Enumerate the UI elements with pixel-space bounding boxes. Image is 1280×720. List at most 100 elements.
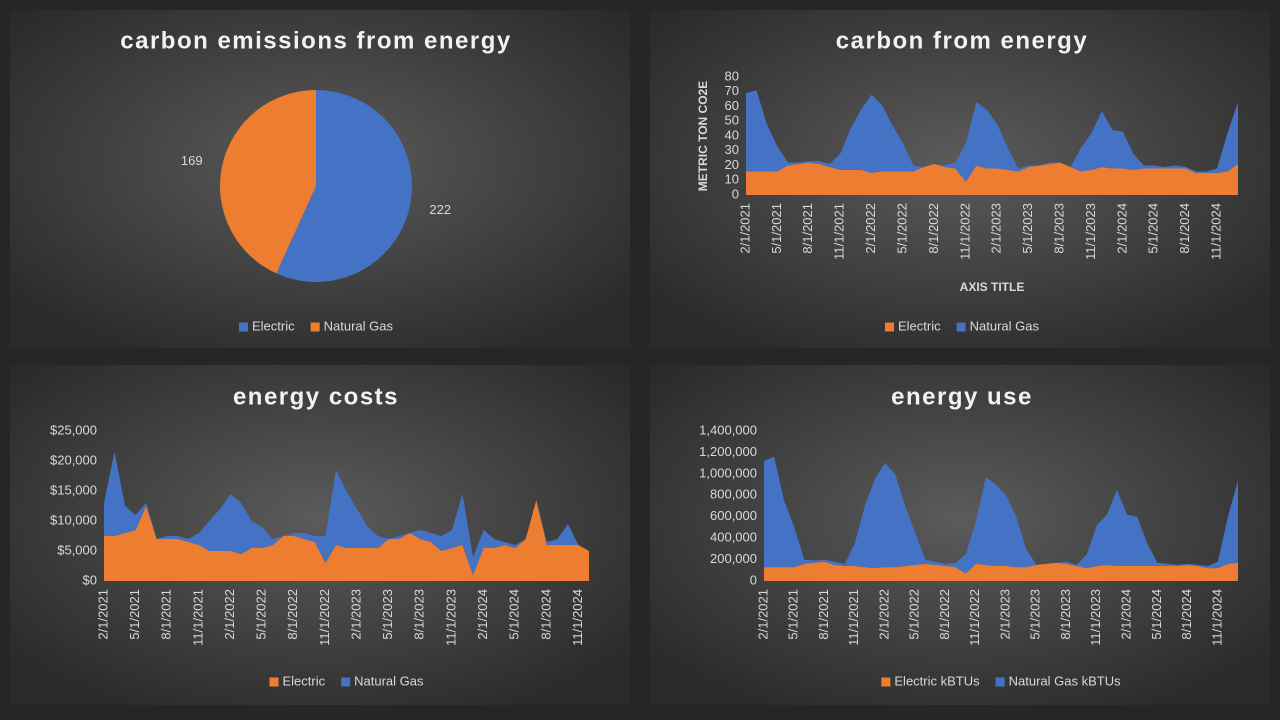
- y-tick-label: $15,000: [50, 482, 97, 497]
- y-tick-label: 50: [725, 113, 739, 128]
- x-tick-label: 8/1/2024: [1179, 589, 1194, 640]
- chart-title: energy use: [891, 383, 1033, 410]
- x-tick-label: 5/1/2023: [1020, 203, 1035, 254]
- x-tick-label: 8/1/2023: [1051, 203, 1066, 254]
- area: [104, 500, 589, 581]
- y-tick-label: $0: [83, 572, 97, 587]
- x-tick-label: 11/1/2021: [846, 589, 861, 646]
- x-tick-label: 11/1/2022: [317, 589, 332, 646]
- y-tick-label: 800,000: [710, 487, 757, 502]
- x-tick-label: 5/1/2024: [507, 589, 522, 640]
- x-tick-label: 5/1/2023: [380, 589, 395, 640]
- x-tick-label: 8/1/2023: [412, 589, 427, 640]
- x-tick-label: 2/1/2022: [863, 203, 878, 254]
- legend-label: Electric: [898, 318, 941, 333]
- x-tick-label: 11/1/2024: [1209, 203, 1224, 260]
- y-tick-label: 20: [725, 157, 739, 172]
- area: [764, 561, 1238, 581]
- x-tick-label: 8/1/2023: [1058, 589, 1073, 640]
- legend-label: Natural Gas kBTUs: [1009, 673, 1121, 688]
- data-label: 222: [429, 202, 451, 217]
- legend-swatch: [341, 677, 351, 687]
- y-tick-label: 400,000: [710, 530, 757, 545]
- x-tick-label: 11/1/2022: [967, 589, 982, 646]
- legend-label: Natural Gas: [354, 673, 424, 688]
- y-tick-label: 70: [725, 83, 739, 98]
- panel: [650, 365, 1270, 705]
- x-tick-label: 11/1/2024: [570, 589, 585, 646]
- y-tick-label: 10: [725, 172, 739, 187]
- x-tick-label: 11/1/2023: [1088, 589, 1103, 646]
- x-tick-label: 8/1/2021: [159, 589, 174, 640]
- legend-swatch: [269, 677, 279, 687]
- x-tick-label: 2/1/2021: [755, 589, 770, 640]
- x-tick-label: 5/1/2021: [786, 589, 801, 640]
- legend-swatch: [885, 322, 894, 332]
- x-tick-label: 5/1/2021: [769, 203, 784, 254]
- y-tick-label: 30: [725, 142, 739, 157]
- y-tick-label: $10,000: [50, 512, 97, 527]
- y-axis-title: METRIC TON CO2E: [696, 81, 710, 191]
- x-tick-label: 8/1/2021: [816, 589, 831, 640]
- x-tick-label: 2/1/2024: [1119, 589, 1134, 640]
- x-tick-label: 11/1/2024: [1209, 589, 1224, 646]
- y-tick-label: 200,000: [710, 551, 757, 566]
- area: [746, 90, 1238, 182]
- legend-swatch: [310, 322, 320, 332]
- legend-swatch: [881, 677, 891, 687]
- y-tick-label: $25,000: [50, 422, 97, 437]
- chart-title: carbon emissions from energy: [120, 27, 511, 54]
- y-tick-label: 40: [725, 127, 739, 142]
- chart-title: energy costs: [233, 383, 399, 410]
- chart-title: carbon from energy: [836, 27, 1088, 54]
- x-tick-label: 5/1/2024: [1146, 203, 1161, 254]
- x-tick-label: 2/1/2023: [348, 589, 363, 640]
- pie-slice: [220, 90, 316, 274]
- y-tick-label: 60: [725, 98, 739, 113]
- x-tick-label: 5/1/2022: [894, 203, 909, 254]
- x-tick-label: 8/1/2024: [538, 589, 553, 640]
- x-tick-label: 2/1/2021: [95, 589, 110, 640]
- x-axis-title: AXIS TITLE: [960, 280, 1025, 294]
- y-tick-label: 1,200,000: [699, 444, 757, 459]
- x-tick-label: 5/1/2023: [1028, 589, 1043, 640]
- x-tick-label: 2/1/2022: [222, 589, 237, 640]
- x-tick-label: 8/1/2024: [1177, 203, 1192, 254]
- x-tick-label: 11/1/2023: [1083, 203, 1098, 260]
- x-tick-label: 11/1/2023: [443, 589, 458, 646]
- x-tick-label: 2/1/2024: [475, 589, 490, 640]
- y-tick-label: 80: [725, 68, 739, 83]
- x-tick-label: 2/1/2023: [997, 589, 1012, 640]
- x-tick-label: 11/1/2022: [957, 203, 972, 260]
- x-tick-label: 2/1/2022: [876, 589, 891, 640]
- x-tick-label: 8/1/2022: [285, 589, 300, 640]
- x-tick-label: 8/1/2021: [800, 203, 815, 254]
- x-tick-label: 2/1/2021: [737, 203, 752, 254]
- legend-label: Electric kBTUs: [894, 673, 980, 688]
- x-tick-label: 2/1/2024: [1114, 203, 1129, 254]
- x-tick-label: 5/1/2022: [254, 589, 269, 640]
- y-tick-label: 0: [732, 186, 739, 201]
- y-tick-label: $20,000: [50, 452, 97, 467]
- pie-slice: [276, 90, 412, 282]
- legend-label: Natural Gas: [970, 318, 1040, 333]
- y-tick-label: 1,000,000: [699, 465, 757, 480]
- data-label: 169: [181, 153, 203, 168]
- legend-swatch: [956, 322, 966, 332]
- area: [104, 452, 589, 575]
- x-tick-label: 8/1/2022: [926, 203, 941, 254]
- legend-label: Natural Gas: [324, 318, 394, 333]
- x-tick-label: 8/1/2022: [937, 589, 952, 640]
- legend-label: Electric: [283, 673, 326, 688]
- x-tick-label: 5/1/2021: [127, 589, 142, 640]
- area: [746, 162, 1238, 195]
- x-tick-label: 2/1/2023: [989, 203, 1004, 254]
- y-tick-label: 1,400,000: [699, 422, 757, 437]
- x-tick-label: 11/1/2021: [832, 203, 847, 260]
- area: [764, 456, 1238, 574]
- x-tick-label: 11/1/2021: [190, 589, 205, 646]
- legend-swatch: [239, 322, 248, 332]
- x-tick-label: 5/1/2024: [1149, 589, 1164, 640]
- y-tick-label: $5,000: [57, 542, 97, 557]
